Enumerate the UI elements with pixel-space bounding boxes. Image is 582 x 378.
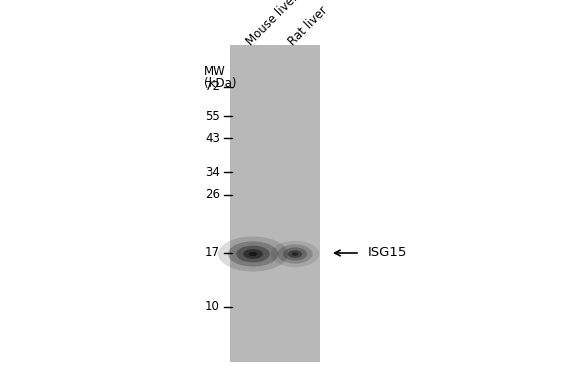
Text: 72: 72 <box>205 81 220 93</box>
Bar <box>230 45 320 362</box>
Ellipse shape <box>278 245 313 263</box>
Ellipse shape <box>218 237 288 271</box>
Text: (kDa): (kDa) <box>204 77 236 90</box>
Text: 17: 17 <box>205 246 220 260</box>
Ellipse shape <box>283 247 307 260</box>
Ellipse shape <box>249 252 257 256</box>
Text: MW: MW <box>204 65 226 78</box>
Text: Rat liver: Rat liver <box>286 4 330 48</box>
Text: 10: 10 <box>205 301 220 313</box>
Ellipse shape <box>243 249 263 259</box>
Ellipse shape <box>236 246 270 262</box>
Ellipse shape <box>292 252 299 256</box>
Text: ISG15: ISG15 <box>368 246 407 260</box>
Text: 34: 34 <box>205 166 220 178</box>
Ellipse shape <box>288 250 302 258</box>
Ellipse shape <box>271 241 319 267</box>
Text: 55: 55 <box>205 110 220 122</box>
Text: 43: 43 <box>205 132 220 144</box>
Text: Mouse liver: Mouse liver <box>244 0 301 48</box>
Text: 26: 26 <box>205 189 220 201</box>
Ellipse shape <box>228 242 278 266</box>
